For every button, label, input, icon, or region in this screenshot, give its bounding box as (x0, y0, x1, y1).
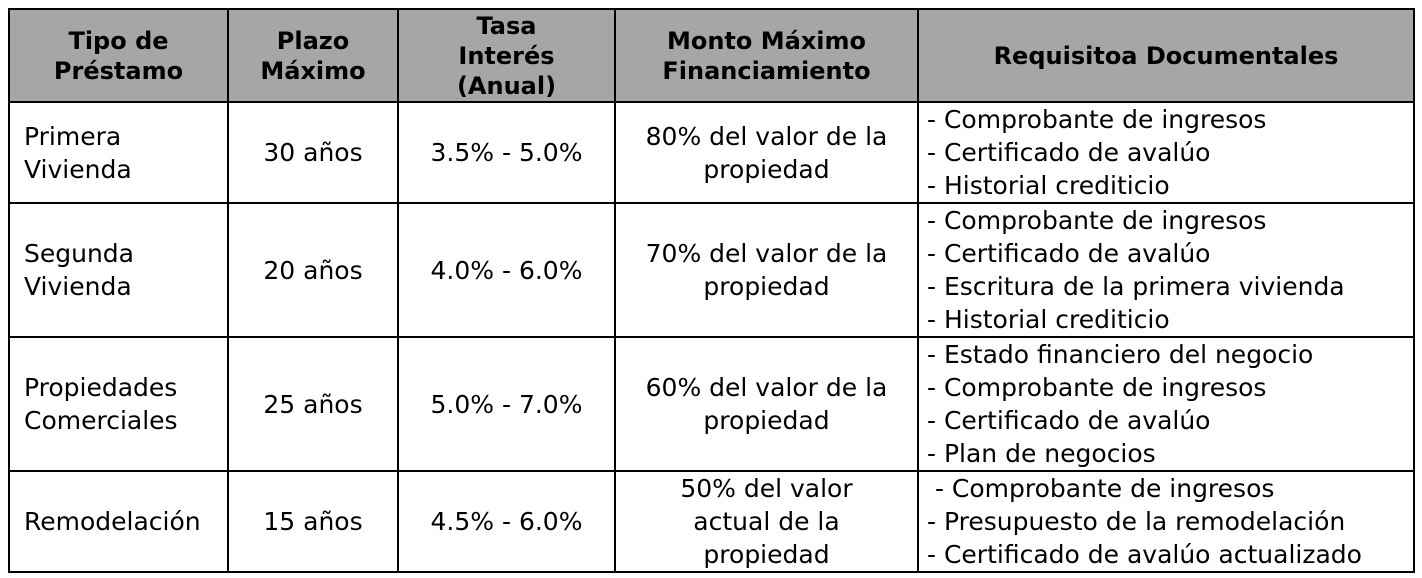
cell-tasa: 4.0% - 6.0% (397, 202, 616, 338)
requisito-item: - Certificado de avalúo actualizado (927, 540, 1362, 569)
cell-tipo: Segunda Vivienda (8, 202, 229, 338)
cell-monto: 60% del valor de la propiedad (614, 336, 919, 472)
header-tipo-prestamo: Tipo de Préstamo (8, 8, 229, 103)
requisito-item: - Presupuesto de la remodelación (927, 507, 1346, 536)
table-row: Remodelación 15 años 4.5% - 6.0% 50% del… (8, 470, 1415, 573)
cell-tipo: Propiedades Comerciales (8, 336, 229, 472)
requisito-item: - Escritura de la primera vivienda (927, 272, 1345, 301)
cell-requisitos: - Estado financiero del negocio - Compro… (917, 336, 1415, 472)
cell-requisitos: - Comprobante de ingresos - Certificado … (917, 101, 1415, 204)
requisito-item: - Certificado de avalúo (927, 406, 1211, 435)
requisito-item: - Estado financiero del negocio (927, 340, 1314, 369)
cell-tasa: 5.0% - 7.0% (397, 336, 616, 472)
requisito-item: - Comprobante de ingresos (927, 206, 1267, 235)
requisito-item: - Comprobante de ingresos (927, 474, 1275, 503)
table-row: Propiedades Comerciales 25 años 5.0% - 7… (8, 336, 1415, 472)
cell-tipo: Primera Vivienda (8, 101, 229, 204)
requisito-item: - Plan de negocios (927, 439, 1156, 468)
loan-types-table: Tipo de Préstamo Plazo Máximo Tasa Inter… (8, 8, 1415, 573)
cell-plazo: 30 años (227, 101, 399, 204)
header-plazo-maximo: Plazo Máximo (227, 8, 399, 103)
requisito-item: - Historial crediticio (927, 171, 1170, 200)
table-row: Segunda Vivienda 20 años 4.0% - 6.0% 70%… (8, 202, 1415, 338)
requisito-item: - Certificado de avalúo (927, 239, 1211, 268)
cell-requisitos: - Comprobante de ingresos - Presupuesto … (917, 470, 1415, 573)
cell-plazo: 20 años (227, 202, 399, 338)
header-monto-maximo: Monto Máximo Financiamiento (614, 8, 919, 103)
header-requisitos: Requisitoa Documentales (917, 8, 1415, 103)
requisito-item: - Comprobante de ingresos (927, 105, 1267, 134)
cell-plazo: 25 años (227, 336, 399, 472)
cell-tasa: 3.5% - 5.0% (397, 101, 616, 204)
cell-tasa: 4.5% - 6.0% (397, 470, 616, 573)
cell-requisitos: - Comprobante de ingresos - Certificado … (917, 202, 1415, 338)
cell-monto: 70% del valor de la propiedad (614, 202, 919, 338)
cell-tipo: Remodelación (8, 470, 229, 573)
cell-monto: 50% del valor actual de la propiedad (614, 470, 919, 573)
table-row: Primera Vivienda 30 años 3.5% - 5.0% 80%… (8, 101, 1415, 204)
requisito-item: - Comprobante de ingresos (927, 373, 1267, 402)
cell-monto: 80% del valor de la propiedad (614, 101, 919, 204)
table-header-row: Tipo de Préstamo Plazo Máximo Tasa Inter… (8, 8, 1415, 103)
cell-plazo: 15 años (227, 470, 399, 573)
header-tasa-interes: Tasa Interés (Anual) (397, 8, 616, 103)
requisito-item: - Historial crediticio (927, 305, 1170, 334)
requisito-item: - Certificado de avalúo (927, 138, 1211, 167)
